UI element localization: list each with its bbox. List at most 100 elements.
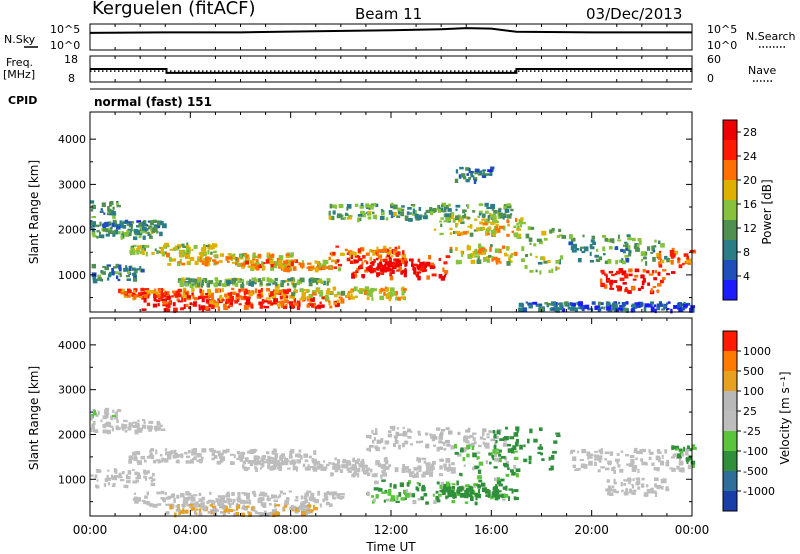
velocity-cell — [630, 458, 635, 464]
x-tick-label: 04:00 — [173, 523, 208, 537]
power-cell — [267, 300, 273, 303]
velocity-cell — [656, 467, 660, 472]
power-cell — [111, 222, 116, 226]
power-cell — [90, 200, 95, 204]
nsearch-tick-bottom: 10^0 — [707, 39, 737, 52]
velocity-cell — [656, 485, 660, 490]
velocity-cell — [435, 490, 439, 494]
power-cell — [278, 255, 284, 260]
power-cell — [412, 210, 416, 214]
power-cell — [301, 295, 306, 300]
power-cell — [340, 298, 345, 304]
power-cell — [301, 291, 306, 296]
power-cell — [211, 296, 215, 301]
power-cell — [203, 295, 208, 299]
velocity-cell — [416, 487, 420, 492]
power-cell — [267, 257, 272, 261]
velocity-cell — [433, 436, 438, 440]
velocity-cell — [222, 449, 228, 454]
power-cell — [450, 214, 454, 219]
velocity-cell — [577, 450, 580, 454]
power-cell — [291, 292, 296, 297]
power-cell — [369, 262, 375, 265]
velocity-cell — [271, 509, 276, 513]
velocity-cell — [104, 478, 108, 482]
power-cell — [457, 232, 461, 236]
power-cell — [141, 244, 146, 249]
velocity-cell — [319, 463, 322, 467]
colorbar-swatch — [723, 220, 737, 240]
velocity-cell — [465, 487, 470, 493]
velocity-cell — [509, 436, 515, 440]
power-cell — [346, 252, 350, 255]
power-cell — [390, 205, 395, 209]
power-cell — [626, 234, 631, 237]
power-cell — [651, 270, 655, 274]
power-cell — [350, 256, 353, 259]
velocity-cell — [454, 451, 459, 455]
velocity-cell — [127, 427, 132, 431]
velocity-cell — [646, 484, 649, 488]
nsky-tick-top: 10^5 — [50, 23, 80, 36]
power-cell — [659, 250, 662, 253]
velocity-cell — [494, 448, 499, 452]
velocity-cell — [439, 490, 443, 493]
velocity-cell — [201, 505, 207, 510]
power-cell — [631, 303, 636, 308]
power-cell — [274, 283, 280, 289]
power-cell — [465, 179, 470, 183]
power-cell — [365, 203, 370, 208]
power-cell — [213, 283, 218, 288]
power-cell — [549, 307, 553, 311]
power-cell — [669, 253, 673, 257]
power-cell — [338, 203, 344, 209]
power-cell — [494, 220, 499, 223]
power-cell — [361, 212, 367, 218]
power-cell — [307, 289, 310, 293]
power-cell — [666, 257, 670, 263]
nsearch-tick-top: 10^5 — [707, 23, 737, 36]
colorbar-swatch — [723, 140, 737, 160]
power-band — [140, 292, 216, 313]
power-cell — [600, 282, 605, 288]
power-cell — [297, 302, 301, 307]
velocity-cell — [237, 492, 241, 496]
power-cell — [229, 300, 233, 306]
velocity-cell — [503, 493, 509, 498]
velocity-cell — [292, 461, 296, 465]
power-cell — [208, 304, 212, 308]
velocity-cell — [676, 445, 680, 450]
velocity-cell — [475, 494, 478, 497]
power-cell — [181, 262, 186, 266]
x-tick-label: 12:00 — [374, 523, 409, 537]
power-cell — [257, 278, 262, 283]
power-cell — [182, 245, 188, 248]
power-cell — [116, 202, 119, 205]
power-cell — [219, 294, 223, 299]
power-cell — [160, 246, 164, 252]
power-cell — [640, 251, 646, 257]
colorbar-tick-label: -1000 — [743, 485, 775, 498]
power-cell — [130, 250, 136, 255]
power-cell — [387, 292, 392, 298]
power-cell — [216, 282, 220, 286]
power-cell — [141, 250, 145, 255]
power-cell — [452, 217, 456, 223]
power-cell — [227, 298, 232, 303]
velocity-cell — [146, 425, 152, 430]
power-cell — [400, 287, 405, 291]
velocity-cell — [213, 454, 218, 459]
velocity-cell — [513, 496, 517, 501]
velocity-cell — [103, 423, 107, 429]
velocity-cell — [423, 460, 427, 464]
velocity-cell — [248, 499, 252, 505]
power-cell — [234, 299, 238, 304]
velocity-cell — [373, 487, 379, 491]
velocity-cell — [219, 505, 222, 509]
power-cell — [397, 261, 401, 266]
power-cell — [179, 250, 184, 254]
power-cell — [495, 257, 501, 263]
velocity-cell — [133, 492, 137, 495]
velocity-cell — [450, 489, 455, 494]
